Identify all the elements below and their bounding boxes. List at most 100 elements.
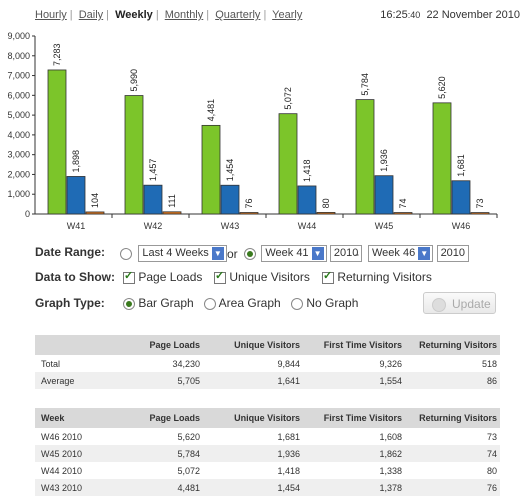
data-label: 111 — [167, 194, 177, 208]
nav-yearly[interactable]: Yearly — [272, 9, 303, 21]
nav-hourly[interactable]: Hourly — [35, 9, 67, 21]
summary-table: Page Loads Unique Visitors First Time Vi… — [35, 335, 500, 389]
preset-select[interactable]: Last 4 Weeks ▼ — [138, 245, 227, 262]
data-label: 5,784 — [360, 73, 370, 96]
y-tick-label: 5,000 — [7, 110, 30, 120]
table-cell: 1,608 — [379, 431, 402, 442]
unique-visitors-checkbox[interactable] — [214, 269, 226, 284]
weekly-bar-chart: 0 1,000 2,000 3,000 4,000 5,000 6,000 7,000 8,00… — [7, 31, 498, 231]
no-graph-radio[interactable] — [291, 297, 303, 310]
from-year-input[interactable]: 2010 — [329, 245, 363, 262]
data-to-show-row: Data to Show: Page Loads Unique Visitors… — [35, 269, 530, 290]
x-tick-label: W43 — [221, 221, 240, 231]
chevron-down-icon: ▼ — [211, 247, 224, 260]
clock-date: 22 November 2010 — [426, 9, 520, 21]
data-label: 73 — [475, 199, 485, 209]
y-tick-label: 4,000 — [7, 130, 30, 140]
period-nav: Hourly | Daily | Weekly | Monthly | Quarterl… — [35, 9, 302, 21]
table-row: W44 2010 5,072 1,418 1,338 80 — [35, 462, 500, 479]
nav-separator: | — [155, 9, 159, 21]
column-header: First Time Visitors — [303, 408, 405, 428]
table-cell: 76 — [405, 479, 500, 496]
data-label: 1,936 — [379, 149, 389, 172]
to-week-select[interactable]: Week 46 ▼ — [368, 245, 434, 262]
data-to-show-label: Data to Show: — [35, 270, 115, 284]
data-label: 1,418 — [302, 159, 312, 182]
y-tick-label: 9,000 — [7, 31, 30, 41]
x-tick-label: W45 — [375, 221, 394, 231]
bar-w44-s0 — [278, 113, 298, 215]
page-loads-label: Page Loads — [138, 270, 203, 284]
column-header: Unique Visitors — [203, 335, 303, 355]
bar-w44-s2 — [316, 212, 336, 215]
data-label: 76 — [244, 198, 254, 208]
data-label: 7,283 — [52, 43, 62, 66]
table-cell: W43 2010 — [35, 479, 103, 496]
table-cell: W45 2010 — [35, 445, 103, 462]
nav-weekly[interactable]: Weekly — [115, 9, 153, 21]
nav-daily[interactable]: Daily — [78, 9, 104, 21]
update-button[interactable]: Update — [423, 292, 496, 314]
table-cell: Average — [35, 372, 103, 389]
date-range-label: Date Range: — [35, 245, 106, 259]
y-tick-label: 1,000 — [7, 189, 30, 199]
y-tick-label: 2,000 — [7, 169, 30, 179]
to-year-input[interactable]: 2010 — [436, 245, 470, 262]
bar-w41-s0 — [47, 69, 67, 215]
chevron-down-icon: ▼ — [418, 247, 431, 260]
clock: 16:25:40 22 November 2010 — [380, 9, 520, 21]
table-cell: 4,481 — [103, 479, 203, 496]
bar-w45-s2 — [393, 212, 413, 215]
to-week-value: Week 46 — [372, 247, 416, 259]
preset-radio[interactable] — [120, 247, 132, 260]
table-cell: 5,072 — [177, 465, 200, 476]
page-loads-checkbox[interactable] — [123, 269, 135, 284]
x-tick-label: W42 — [144, 221, 163, 231]
table-cell: 1,641 — [203, 372, 303, 389]
graph-type-row: Graph Type: Bar Graph Area Graph No Grap… — [35, 296, 530, 316]
data-label: 5,990 — [129, 69, 139, 92]
area-graph-radio[interactable] — [204, 297, 216, 310]
data-label: 104 — [90, 193, 100, 208]
bar-w43-s0 — [201, 124, 221, 215]
data-label: 1,457 — [148, 159, 158, 182]
nav-monthly[interactable]: Monthly — [164, 9, 204, 21]
table-cell: 73 — [486, 431, 497, 442]
custom-range-radio[interactable] — [244, 247, 256, 260]
data-label: 1,454 — [225, 159, 235, 182]
from-week-select[interactable]: Week 41 ▼ — [261, 245, 327, 262]
nav-quarterly[interactable]: Quarterly — [215, 9, 261, 21]
y-tick-label: 6,000 — [7, 90, 30, 100]
nav-separator: | — [263, 9, 267, 21]
data-label: 80 — [321, 198, 331, 208]
y-tick-label: 8,000 — [7, 51, 30, 61]
column-header — [35, 335, 103, 355]
no-graph-label: No Graph — [306, 296, 359, 310]
table-cell: 518 — [481, 358, 497, 369]
or-label: or — [227, 247, 238, 261]
y-tick-label: 3,000 — [7, 150, 30, 160]
nav-separator: | — [69, 9, 73, 21]
column-header: Page Loads — [103, 408, 203, 428]
table-cell: 5,784 — [103, 445, 203, 462]
bar-w45-s1 — [374, 175, 394, 215]
bar-graph-radio[interactable] — [123, 297, 135, 310]
chevron-down-icon: ▼ — [311, 247, 324, 260]
bar-w42-s2 — [162, 211, 182, 215]
from-week-value: Week 41 — [265, 247, 309, 259]
unique-visitors-label: Unique Visitors — [229, 270, 310, 284]
column-header: Page Loads — [103, 335, 203, 355]
table-row: W46 2010 5,620 1,681 1,608 73 — [35, 428, 500, 445]
column-header: First Time Visitors — [303, 335, 405, 355]
bar-w41-s1 — [66, 176, 86, 215]
table-cell: 1,418 — [277, 465, 300, 476]
table-cell: Total — [41, 358, 61, 369]
table-cell: 5,620 — [177, 431, 200, 442]
table-cell: 5,705 — [103, 372, 203, 389]
returning-visitors-checkbox[interactable] — [322, 269, 334, 284]
column-header: Week — [35, 408, 103, 428]
table-row: Average 5,705 1,641 1,554 86 — [35, 372, 500, 389]
table-cell: 1,338 — [379, 465, 402, 476]
x-tick-label: W46 — [452, 221, 471, 231]
bar-graph-label: Bar Graph — [138, 296, 194, 310]
